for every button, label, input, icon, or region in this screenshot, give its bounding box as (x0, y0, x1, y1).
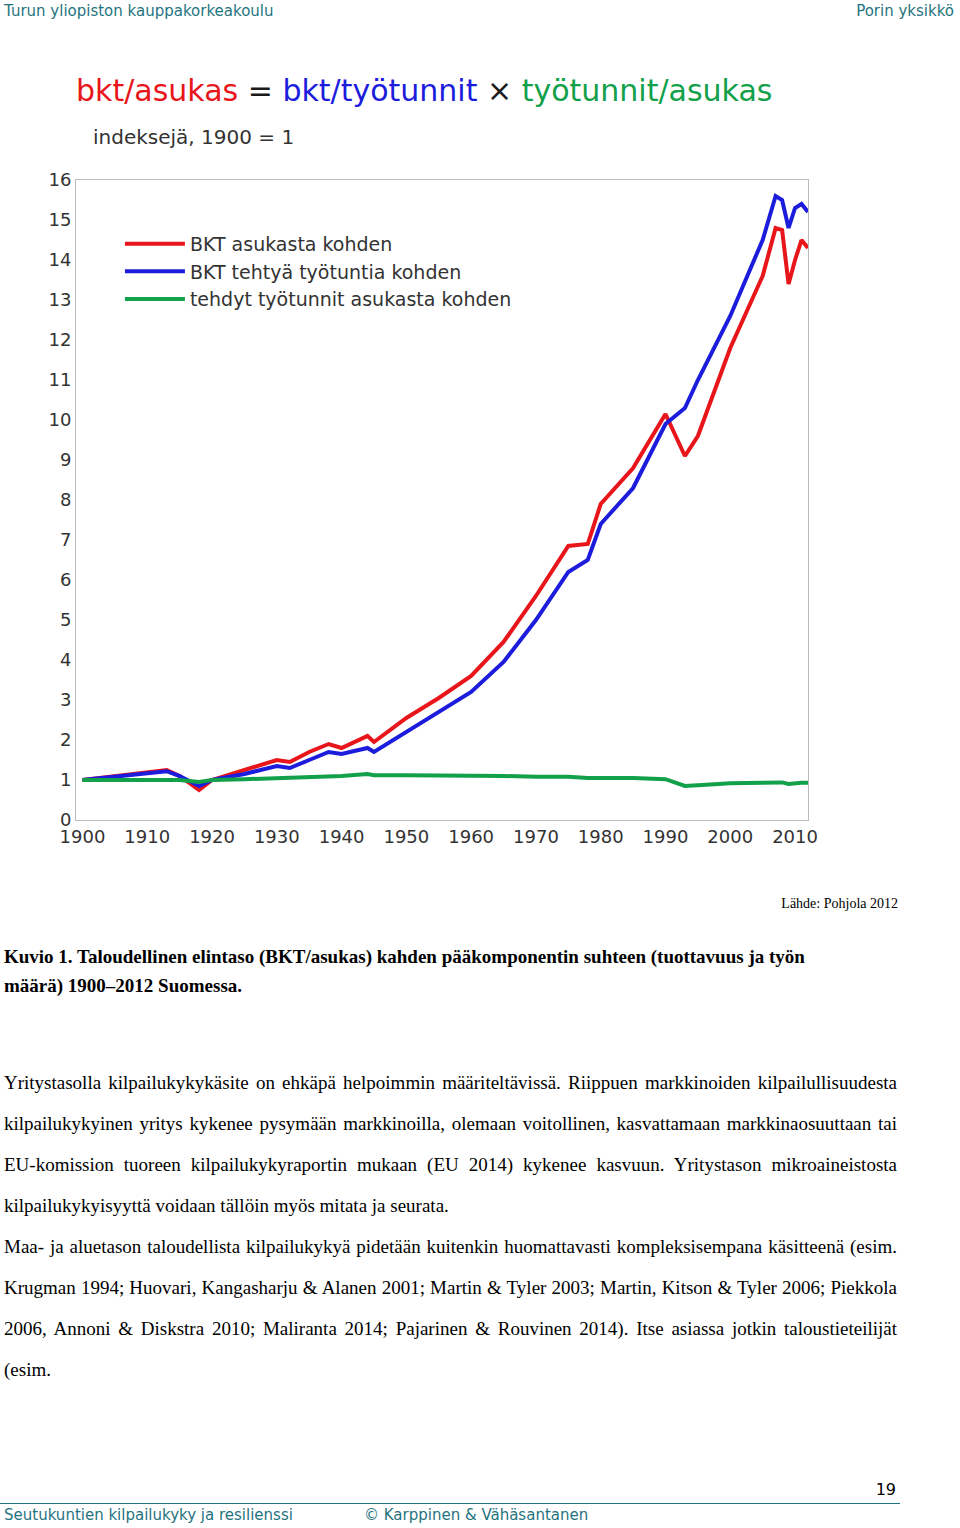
svg-text:tehdyt työtunnit asukasta kohd: tehdyt työtunnit asukasta kohden (190, 288, 511, 310)
svg-text:1910: 1910 (124, 826, 170, 847)
svg-text:1940: 1940 (319, 826, 365, 847)
html-text:Turun yliopiston kauppakorkeak: Turun yliopiston kauppakorkeakoulu (4, 2, 274, 20)
svg-text:10: 10 (48, 409, 71, 430)
svg-text:8: 8 (60, 489, 71, 510)
svg-text:6: 6 (60, 569, 71, 590)
html-text:Lähde: Pohjola 2012: Lähde: Pohjola 2012 (781, 896, 898, 911)
svg-text:15: 15 (48, 209, 71, 230)
svg-text:2000: 2000 (707, 826, 753, 847)
html-text:Yritystasolla kilpailukykykäsi: Yritystasolla kilpailukykykäsite on ehkä… (4, 1072, 897, 1216)
html-text:© Karppinen & Vähäsantanen: © Karppinen & Vähäsantanen (364, 1506, 589, 1524)
svg-text:1950: 1950 (383, 826, 429, 847)
svg-text:14: 14 (48, 249, 71, 270)
svg-text:2: 2 (60, 729, 71, 750)
svg-text:3: 3 (60, 689, 71, 710)
svg-text:7: 7 (60, 529, 71, 550)
svg-text:11: 11 (48, 369, 71, 390)
svg-text:1930: 1930 (254, 826, 300, 847)
svg-text:12: 12 (48, 329, 71, 350)
svg-text:1920: 1920 (189, 826, 235, 847)
html-text:Seutukuntien kilpailukyky ja r: Seutukuntien kilpailukyky ja resilienssi (4, 1506, 293, 1524)
html-text:Porin yksikkö: Porin yksikkö (856, 2, 954, 20)
svg-text:bkt/asukas = bkt/työtunnit × t: bkt/asukas = bkt/työtunnit × työtunnit/a… (76, 73, 772, 108)
svg-text:16: 16 (48, 169, 71, 190)
svg-text:13: 13 (48, 289, 71, 310)
svg-text:1980: 1980 (578, 826, 624, 847)
svg-text:1900: 1900 (60, 826, 106, 847)
svg-text:BKT asukasta kohden: BKT asukasta kohden (190, 233, 392, 255)
svg-text:0: 0 (60, 809, 71, 830)
svg-text:1970: 1970 (513, 826, 559, 847)
html-text:19: 19 (875, 1480, 896, 1499)
svg-text:5: 5 (60, 609, 71, 630)
svg-text:BKT tehtyä työtuntia kohden: BKT tehtyä työtuntia kohden (190, 261, 461, 283)
svg-text:indeksejä, 1900 = 1: indeksejä, 1900 = 1 (93, 125, 294, 149)
html-text:Kuvio 1. Taloudellinen elintas: Kuvio 1. Taloudellinen elintaso (BKT/asu… (4, 946, 805, 996)
svg-text:4: 4 (60, 649, 71, 670)
svg-text:1990: 1990 (643, 826, 689, 847)
svg-text:2010: 2010 (772, 826, 818, 847)
html-text:Maa- ja aluetason taloudellist: Maa- ja aluetason taloudellista kilpailu… (4, 1236, 897, 1380)
svg-text:1960: 1960 (448, 826, 494, 847)
svg-text:9: 9 (60, 449, 71, 470)
svg-text:1: 1 (60, 769, 71, 790)
